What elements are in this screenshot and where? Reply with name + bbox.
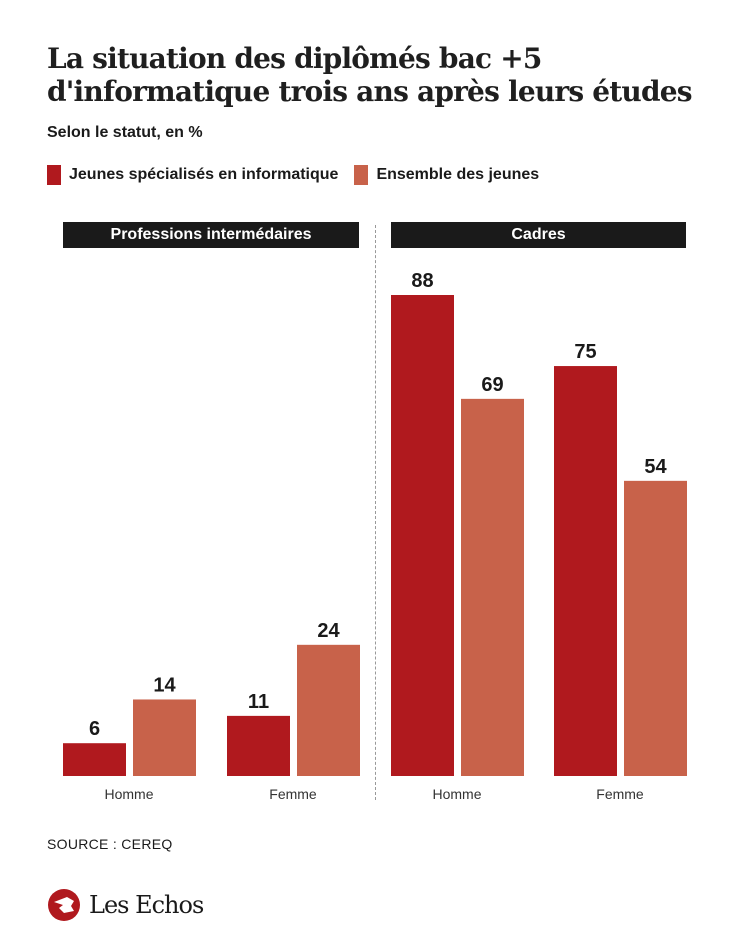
legend-label: Jeunes spécialisés en informatique: [69, 166, 339, 183]
title-line-1: La situation des diplômés bac +5: [47, 42, 542, 75]
data-label: 88: [411, 270, 433, 292]
category-label: Femme: [269, 786, 317, 802]
data-label: 11: [248, 691, 269, 713]
bar-ensemble-femme: [297, 644, 360, 776]
bar-informatique-femme: [227, 715, 290, 776]
les-echos-logo: Les Echos: [47, 888, 204, 922]
subtitle: Selon le statut, en %: [47, 124, 203, 141]
data-label: 69: [481, 374, 503, 396]
category-label: Homme: [432, 786, 481, 802]
data-label: 14: [153, 674, 176, 696]
data-label: 6: [89, 718, 100, 740]
bar-informatique-femme: [554, 366, 617, 776]
bar-informatique-homme: [391, 295, 454, 776]
data-label: 24: [317, 620, 340, 642]
source: SOURCE : CEREQ: [47, 836, 173, 852]
bar-ensemble-femme: [624, 480, 687, 776]
bar-informatique-homme: [63, 743, 126, 776]
legend-item-informatique: Jeunes spécialisés en informatique: [47, 165, 338, 185]
legend-label: Ensemble des jeunes: [376, 166, 540, 183]
legend-swatch: [47, 165, 61, 185]
logo-text: Les Echos: [89, 891, 204, 919]
data-label: 54: [644, 456, 667, 478]
panel-title-cadres: Cadres: [391, 222, 686, 248]
bar-ensemble-homme: [461, 398, 524, 776]
chart-title: La situation des diplômés bac +5 d'infor…: [47, 42, 693, 108]
bar-ensemble-homme: [133, 699, 196, 776]
legend-swatch: [354, 165, 369, 185]
legend-item-ensemble: Ensemble des jeunes: [354, 165, 539, 185]
panel-title-professions: Professions intermédaires: [63, 222, 359, 248]
category-label: Homme: [104, 786, 153, 802]
category-label: Femme: [596, 786, 644, 802]
legend: Jeunes spécialisés en informatique Ensem…: [47, 165, 539, 185]
panel-separator: [375, 225, 376, 800]
data-label: 75: [574, 341, 596, 363]
title-line-2: d'informatique trois ans après leurs étu…: [47, 75, 693, 108]
echos-emblem-icon: [48, 889, 80, 921]
